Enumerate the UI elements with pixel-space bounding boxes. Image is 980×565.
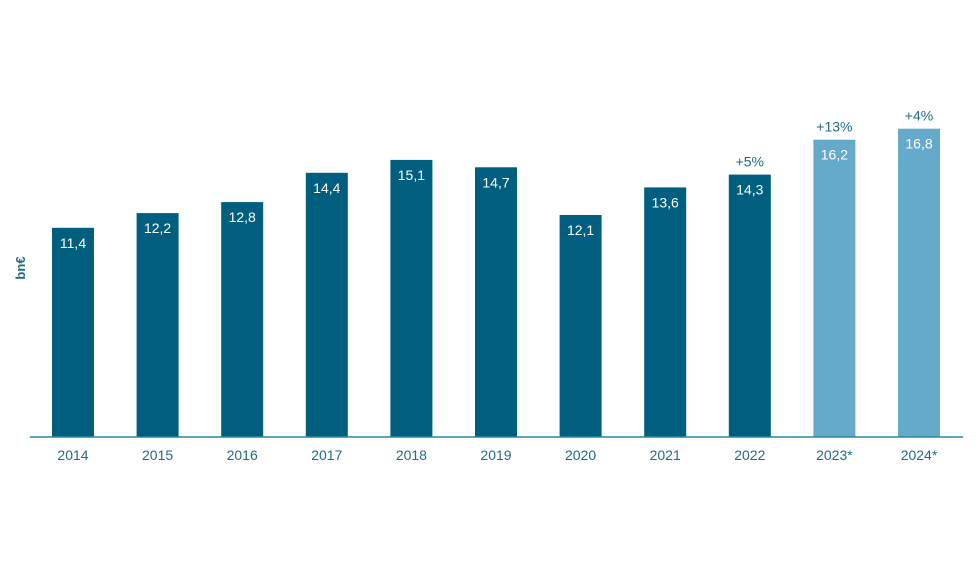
bar-2014 <box>52 227 94 437</box>
value-label-2014: 11,4 <box>60 235 86 251</box>
x-tick-label-2017: 2017 <box>311 447 342 463</box>
value-label-2015: 12,2 <box>144 220 171 236</box>
annotations-group: +5% +13% +4% <box>736 108 934 170</box>
value-labels-group: 11,4 12,2 12,8 14,4 15,1 14,7 12,1 13,6 14,3 16,2… <box>60 136 933 251</box>
bar-2021 <box>644 187 687 437</box>
bar-2019 <box>475 167 517 438</box>
bar-2015 <box>136 213 179 437</box>
bar-2022 <box>728 174 771 437</box>
x-tick-label-2021: 2021 <box>650 447 681 463</box>
growth-annotation-2024-forecast: +4% <box>905 108 933 124</box>
growth-annotation-2022: +5% <box>736 154 764 170</box>
bar-2020 <box>559 215 602 437</box>
bars-group <box>52 128 940 438</box>
bar-2018 <box>390 159 433 437</box>
x-tick-label-2022: 2022 <box>734 447 765 463</box>
y-axis-unit-label: bn€ <box>13 256 28 280</box>
x-tick-label-2024-forecast: 2024* <box>901 447 938 463</box>
x-tick-label-2020: 2020 <box>565 447 596 463</box>
x-tick-label-2015: 2015 <box>142 447 173 463</box>
bar-2017 <box>305 172 348 438</box>
value-label-2024-forecast: 16,8 <box>905 136 932 152</box>
bar-2024-forecast <box>898 128 940 437</box>
x-tick-labels-group: 2014 2015 2016 2017 2018 2019 2020 2021 2022 2023… <box>57 447 937 463</box>
value-label-2019: 14,7 <box>482 174 509 190</box>
value-label-2020: 12,1 <box>567 222 594 238</box>
x-tick-label-2014: 2014 <box>57 447 88 463</box>
value-label-2017: 14,4 <box>313 180 340 196</box>
bar-2016 <box>221 202 264 437</box>
growth-annotation-2023-forecast: +13% <box>816 119 852 135</box>
value-label-2023-forecast: 16,2 <box>821 147 848 163</box>
x-tick-label-2016: 2016 <box>227 447 258 463</box>
value-label-2018: 15,1 <box>398 167 425 183</box>
x-tick-label-2023-forecast: 2023* <box>816 447 853 463</box>
value-label-2016: 12,8 <box>229 209 256 225</box>
value-label-2022: 14,3 <box>736 182 763 198</box>
bar-2023-forecast <box>813 139 856 437</box>
x-tick-label-2018: 2018 <box>396 447 427 463</box>
value-label-2021: 13,6 <box>652 194 679 210</box>
x-tick-label-2019: 2019 <box>480 447 511 463</box>
